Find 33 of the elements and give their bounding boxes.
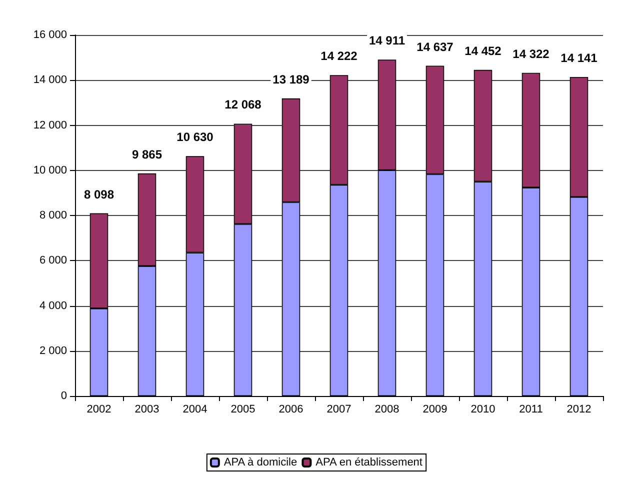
total-label: 12 068	[224, 98, 262, 112]
x-tick-label: 2011	[519, 404, 543, 416]
y-tick-label: 8 000	[39, 210, 67, 222]
legend-label: APA en établissement	[316, 456, 422, 468]
y-tick-label: 6 000	[39, 254, 67, 267]
total-label: 14 222	[320, 49, 358, 64]
x-tick-label: 2012	[566, 404, 592, 416]
x-tick-label: 2004	[182, 404, 208, 416]
y-tick-label: 12 000	[33, 119, 67, 132]
x-tick-label: 2005	[230, 404, 256, 416]
x-tick-label: 2006	[278, 404, 304, 416]
y-tick-label: 2 000	[39, 344, 67, 357]
x-tick-label: 2010	[470, 404, 496, 416]
x-tick-label: 2003	[134, 404, 160, 416]
x-tick-label: 2008	[374, 404, 400, 416]
x-tick-label: 2009	[422, 404, 448, 416]
total-label: 14 911	[368, 34, 406, 48]
total-label: 10 630	[176, 130, 214, 144]
y-tick-label: 10 000	[33, 164, 67, 176]
x-tick-label: 2007	[326, 404, 352, 416]
y-tick-label: 14 000	[33, 74, 67, 86]
total-label: 9 865	[132, 147, 162, 162]
total-label: 8 098	[84, 187, 114, 202]
y-tick-label: 16 000	[33, 29, 67, 41]
total-label: 14 322	[512, 46, 550, 61]
total-label: 14 637	[416, 40, 454, 54]
total-label: 13 189	[272, 72, 310, 86]
legend-label: APA à domicile	[224, 456, 298, 468]
total-label: 14 141	[560, 50, 598, 65]
total-label: 14 452	[464, 44, 502, 58]
x-tick-label: 2002	[86, 404, 112, 416]
y-tick-label: 0	[60, 390, 67, 402]
y-tick-label: 4 000	[39, 300, 67, 312]
